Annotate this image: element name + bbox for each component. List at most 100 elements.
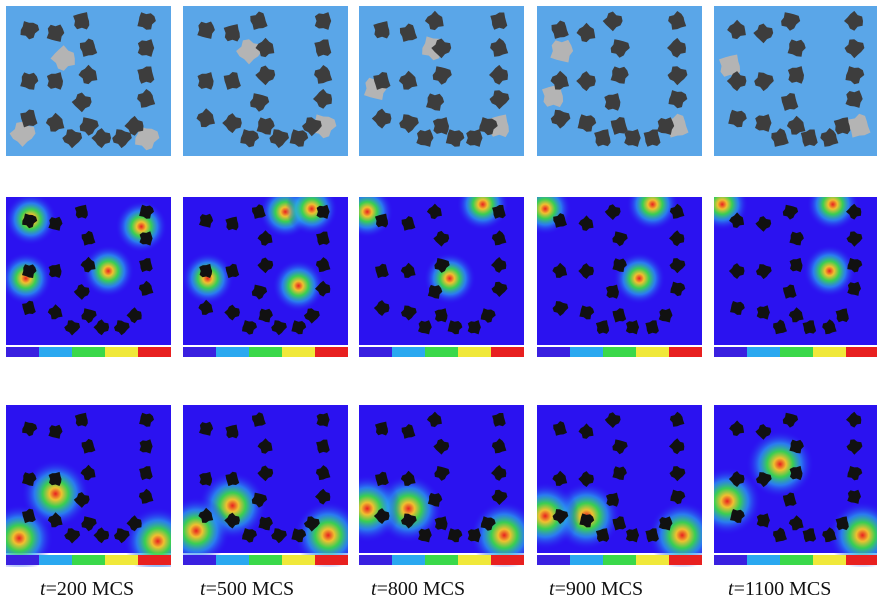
cell — [612, 466, 627, 480]
legend-swatch — [813, 555, 846, 565]
hotspot — [626, 197, 679, 231]
caption-t-symbol: t — [728, 578, 734, 600]
cell — [48, 263, 62, 278]
cell — [667, 66, 688, 86]
cell — [137, 89, 156, 108]
cell — [595, 528, 610, 542]
cell — [427, 492, 443, 507]
cell — [728, 109, 747, 128]
legend-swatch — [282, 555, 315, 565]
cell — [198, 299, 214, 315]
cell — [401, 424, 416, 439]
cell — [22, 472, 37, 486]
cell — [579, 513, 595, 528]
legend-swatch — [183, 555, 216, 565]
grey-region — [542, 84, 564, 108]
cell — [47, 512, 63, 528]
panel-field_a — [359, 197, 524, 359]
hotspot — [746, 430, 814, 499]
cell — [820, 128, 839, 147]
cell — [658, 308, 673, 323]
caption-t-value: =200 MCS — [45, 578, 135, 600]
cell — [81, 230, 96, 246]
cell — [250, 93, 270, 112]
cell — [138, 488, 154, 504]
cell — [729, 212, 745, 228]
cell — [789, 465, 803, 481]
cell — [594, 129, 611, 147]
cell — [447, 528, 463, 543]
cell — [789, 439, 804, 454]
cell — [782, 284, 797, 299]
cell — [114, 320, 130, 336]
panel-domain — [6, 6, 171, 156]
cell — [225, 216, 239, 231]
cell — [71, 92, 92, 113]
cell — [434, 308, 448, 323]
cell — [375, 471, 389, 487]
cell — [847, 258, 863, 273]
cell — [222, 113, 242, 134]
legend-swatch — [138, 347, 171, 357]
cell — [445, 129, 465, 147]
legend-swatch — [39, 347, 72, 357]
grey-region — [236, 39, 262, 65]
cell — [399, 114, 419, 134]
cell — [552, 301, 569, 317]
cell — [20, 72, 39, 90]
cell — [728, 471, 745, 487]
cell — [847, 489, 861, 504]
cell — [802, 528, 817, 543]
legend-swatch — [570, 555, 603, 565]
caption-t200: t=200 MCS — [40, 578, 134, 601]
cell — [490, 38, 509, 57]
caption-t800: t=800 MCS — [371, 578, 465, 601]
cell — [553, 421, 567, 436]
cell — [447, 320, 463, 335]
panel-field_b — [183, 405, 348, 567]
cell — [314, 12, 332, 30]
grey-region — [312, 114, 337, 139]
cell — [833, 117, 851, 135]
caption-t-value: =800 MCS — [376, 578, 466, 600]
cell — [199, 213, 214, 228]
cell — [79, 38, 98, 57]
caption-t-symbol: t — [371, 578, 377, 600]
cell — [668, 90, 688, 109]
legend-swatch — [249, 347, 282, 357]
cell — [781, 93, 799, 111]
cell — [400, 470, 416, 486]
legend-swatch — [249, 555, 282, 565]
cell — [257, 438, 273, 454]
cell — [401, 513, 417, 529]
caption-t-symbol: t — [549, 578, 555, 600]
cell — [786, 115, 806, 135]
cell — [835, 516, 849, 531]
cell — [670, 281, 686, 297]
hotspot — [803, 245, 856, 297]
cell — [137, 12, 156, 30]
caption-t1100: t=1100 MCS — [728, 578, 831, 601]
caption-t500: t=500 MCS — [200, 578, 294, 601]
cell — [373, 21, 390, 39]
legend-swatch — [216, 347, 249, 357]
cell — [612, 258, 627, 272]
legend-swatch — [780, 347, 813, 357]
legend-swatch — [714, 555, 747, 565]
cell — [606, 492, 619, 507]
cell — [74, 412, 88, 427]
cell — [845, 66, 865, 85]
cell — [91, 128, 111, 149]
hotspot — [272, 259, 325, 312]
cell — [610, 39, 630, 58]
cell — [22, 213, 38, 229]
cell — [578, 215, 594, 231]
cell — [22, 508, 36, 524]
cell — [73, 284, 90, 300]
cell — [316, 412, 330, 427]
cell — [418, 320, 432, 335]
cell — [846, 231, 863, 247]
cell — [730, 509, 745, 523]
cell — [578, 423, 594, 439]
cell — [669, 411, 685, 427]
